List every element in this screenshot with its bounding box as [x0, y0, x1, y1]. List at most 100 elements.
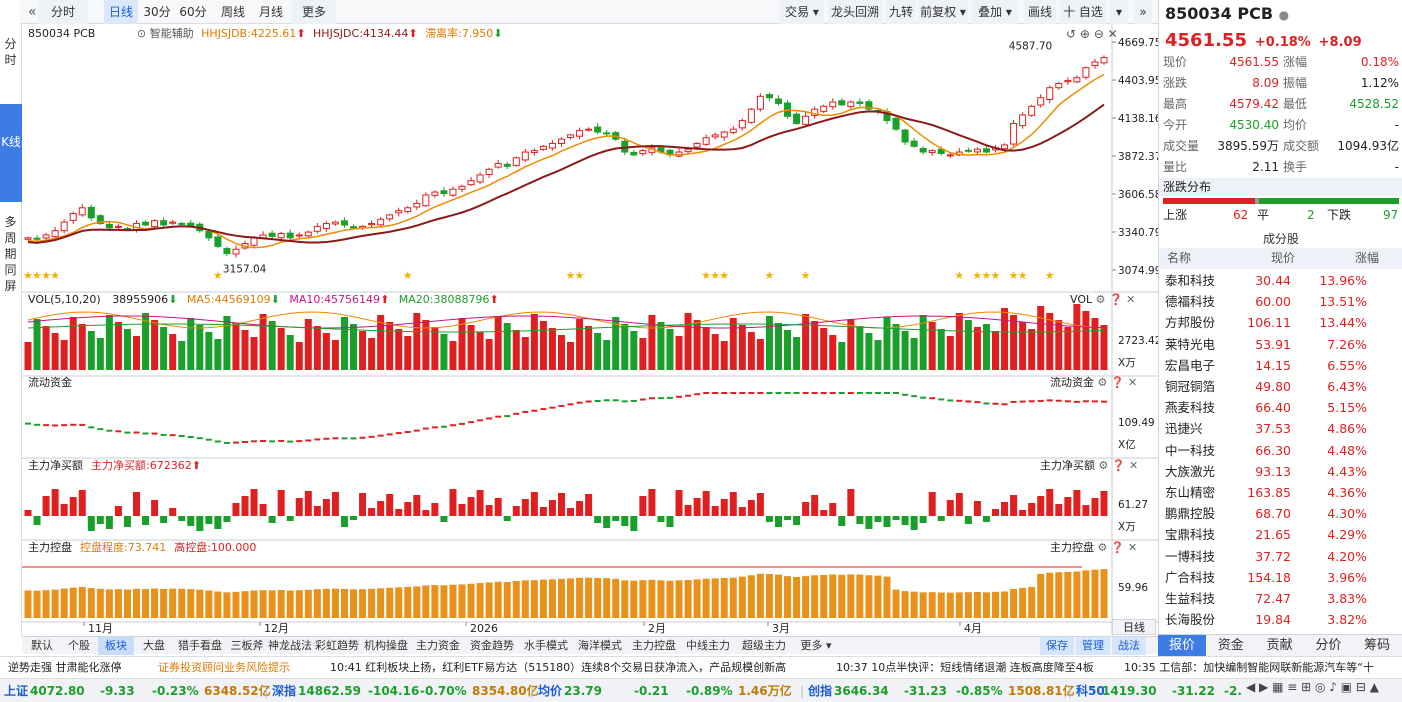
- netbuy-bar: [386, 494, 394, 516]
- indicator-action-1[interactable]: 管理: [1076, 637, 1110, 655]
- indicator-tab-12[interactable]: 海洋模式: [578, 639, 622, 652]
- news-item-1[interactable]: 证券投资顾问业务风险提示: [158, 661, 290, 674]
- indicator-tab-1[interactable]: 个股: [68, 639, 90, 652]
- toolbar-period-0[interactable]: 分时: [38, 0, 88, 24]
- liquidity-mark: [730, 392, 737, 394]
- component-row[interactable]: 广合科技 154.18 3.96%: [1159, 567, 1402, 588]
- component-row[interactable]: 东山精密 163.85 4.36%: [1159, 482, 1402, 503]
- news-item-3[interactable]: 10:37 10点半快评：短线情绪退潮 连板高度降至4板: [836, 661, 1094, 674]
- netbuy-bar: [1001, 502, 1009, 516]
- component-row[interactable]: 方邦股份 106.11 13.44%: [1159, 312, 1402, 333]
- indicator-action-0[interactable]: 保存: [1040, 637, 1074, 655]
- candle-body: [946, 154, 954, 157]
- news-item-2[interactable]: 10:41 红利板块上扬，红利ETF易方达（515180）连续8个交易日获净流入…: [330, 661, 787, 674]
- component-pct: 3.96%: [1327, 569, 1367, 585]
- indicator-tab-14[interactable]: 中线主力: [686, 639, 730, 652]
- quote-tab-1[interactable]: 资金: [1217, 638, 1244, 653]
- indicator-tab-15[interactable]: 超级主力: [742, 639, 786, 652]
- status-icons[interactable]: ◀ ▶ ▦ ≡ ⊞ ◎ ♪ ▣ ⊟ ▲: [1246, 680, 1379, 694]
- toolbar-tool-1[interactable]: 龙头回溯: [828, 0, 882, 24]
- component-row[interactable]: 一博科技 37.72 4.20%: [1159, 546, 1402, 567]
- toolbar-period-4[interactable]: 周线: [220, 5, 245, 19]
- indicator-tab-16[interactable]: 更多 ▾: [800, 639, 832, 652]
- toolbar-tool-4[interactable]: 叠加 ▾: [972, 0, 1018, 24]
- indicator-tab-9[interactable]: 主力资金: [416, 639, 460, 652]
- component-row[interactable]: 铜冠铜箔 49.80 6.43%: [1159, 376, 1402, 397]
- left-tab-multi-period[interactable]: 多周期同屏: [4, 215, 17, 293]
- netbuy-bar: [774, 516, 782, 527]
- component-row[interactable]: 长海股份 19.84 3.82%: [1159, 609, 1402, 630]
- liquidity-mark: [947, 399, 954, 402]
- component-row[interactable]: 泰和科技 30.44 13.96%: [1159, 270, 1402, 291]
- toolbar-period-5[interactable]: 月线: [258, 5, 283, 19]
- component-row[interactable]: 鹏鼎控股 68.70 4.30%: [1159, 503, 1402, 524]
- quote-tab-3[interactable]: 分价: [1315, 638, 1342, 653]
- component-row[interactable]: 宏昌电子 14.15 6.55%: [1159, 355, 1402, 376]
- component-row[interactable]: 宝鼎科技 21.65 4.29%: [1159, 524, 1402, 545]
- component-row[interactable]: 中一科技 66.30 4.48%: [1159, 440, 1402, 461]
- control-bar: [648, 579, 656, 618]
- indicator-tab-8[interactable]: 机构操盘: [364, 639, 408, 652]
- indicator-action-2[interactable]: 战法: [1112, 637, 1146, 655]
- indicator-tab-5[interactable]: 三板斧: [230, 639, 264, 652]
- component-row[interactable]: 燕麦科技 66.40 5.15%: [1159, 397, 1402, 418]
- collapse-left-icon[interactable]: «: [28, 4, 37, 20]
- vol-pane-title: VOL ⚙ ❓ ✕: [1070, 293, 1136, 306]
- index-name[interactable]: 创指: [808, 684, 833, 698]
- toolbar-tool-2[interactable]: 九转: [886, 0, 916, 24]
- indicator-tab-4[interactable]: 猎手看盘: [178, 639, 222, 652]
- index-name[interactable]: 科50: [1076, 684, 1105, 698]
- control-bar: [359, 589, 367, 618]
- component-pct: 4.30%: [1327, 506, 1367, 522]
- indicator-tab-2[interactable]: 板块: [98, 637, 134, 655]
- toolbar-period-3[interactable]: 60分: [179, 5, 207, 19]
- component-row[interactable]: 生益科技 72.47 3.83%: [1159, 588, 1402, 609]
- control-bar: [340, 588, 348, 618]
- component-row[interactable]: 迅捷兴 37.53 4.86%: [1159, 418, 1402, 439]
- netbuy-bar: [87, 516, 95, 531]
- component-name: 中一科技: [1165, 442, 1216, 458]
- component-row[interactable]: 德福科技 60.00 13.51%: [1159, 291, 1402, 312]
- toolbar-tool-6[interactable]: 十 自选: [1060, 0, 1106, 24]
- left-tab-kline[interactable]: K线: [0, 104, 22, 202]
- index-name[interactable]: 均价: [538, 684, 563, 698]
- toolbar-tool-7[interactable]: ▾: [1110, 0, 1128, 24]
- toolbar-tool-8[interactable]: »: [1134, 0, 1152, 24]
- candle-body: [485, 168, 493, 175]
- quote-tab-0[interactable]: 报价: [1158, 635, 1206, 657]
- indicator-tab-3[interactable]: 大盘: [143, 639, 165, 652]
- quote-tab-2[interactable]: 贡献: [1266, 638, 1293, 653]
- volume-bar: [51, 333, 59, 370]
- toolbar-period-2[interactable]: 30分: [143, 5, 171, 19]
- control-bar: [295, 590, 303, 618]
- quote-tab-4[interactable]: 筹码: [1364, 638, 1391, 653]
- kline-chart-area[interactable]: 4669.75 4403.95 4138.16 3872.37 3606.58 3340.…: [22, 24, 1158, 636]
- control-bar: [865, 575, 873, 618]
- main-pane-icons[interactable]: ↺ ⊕ ⊖ ✕: [1066, 27, 1118, 41]
- indicator-tab-6[interactable]: 神龙战法: [268, 639, 312, 652]
- index-name[interactable]: 上证: [4, 684, 29, 698]
- indicator-tab-11[interactable]: 水手模式: [524, 639, 568, 652]
- indicator-tab-0[interactable]: 默认: [31, 639, 53, 652]
- toolbar-tool-3[interactable]: 前复权 ▾: [918, 0, 968, 24]
- info-icon[interactable]: ●: [1278, 8, 1290, 22]
- period-label[interactable]: 日线: [1112, 619, 1156, 635]
- component-row[interactable]: 莱特光电 53.91 7.26%: [1159, 334, 1402, 355]
- left-tab-fenshi[interactable]: 分时: [4, 37, 17, 67]
- smart-assist-toggle[interactable]: ⊙ 智能辅助: [136, 27, 194, 40]
- quote-row: 成交量 3895.59万 成交额 1094.93亿: [1159, 136, 1402, 157]
- liquidity-mark: [1091, 400, 1098, 403]
- indicator-tab-13[interactable]: 主力控盘: [632, 639, 676, 652]
- toolbar-tool-0[interactable]: 交易 ▾: [780, 0, 824, 24]
- candle-body: [268, 232, 276, 237]
- indicator-tab-7[interactable]: 彩虹趋势: [315, 639, 359, 652]
- toolbar-period-1[interactable]: 日线: [104, 0, 138, 24]
- toolbar-tool-5[interactable]: 画线: [1024, 0, 1056, 24]
- component-row[interactable]: 大族激光 93.13 4.43%: [1159, 461, 1402, 482]
- indicator-tab-10[interactable]: 资金趋势: [470, 639, 514, 652]
- toolbar-period-6[interactable]: 更多: [292, 0, 336, 24]
- news-item-0[interactable]: 逆势走强 甘肃能化涨停: [8, 661, 122, 674]
- news-item-4[interactable]: 10:35 工信部：加快编制智能网联新能源汽车等“十: [1124, 661, 1374, 674]
- index-name[interactable]: 深指: [272, 684, 297, 698]
- netbuy-bar: [865, 516, 873, 529]
